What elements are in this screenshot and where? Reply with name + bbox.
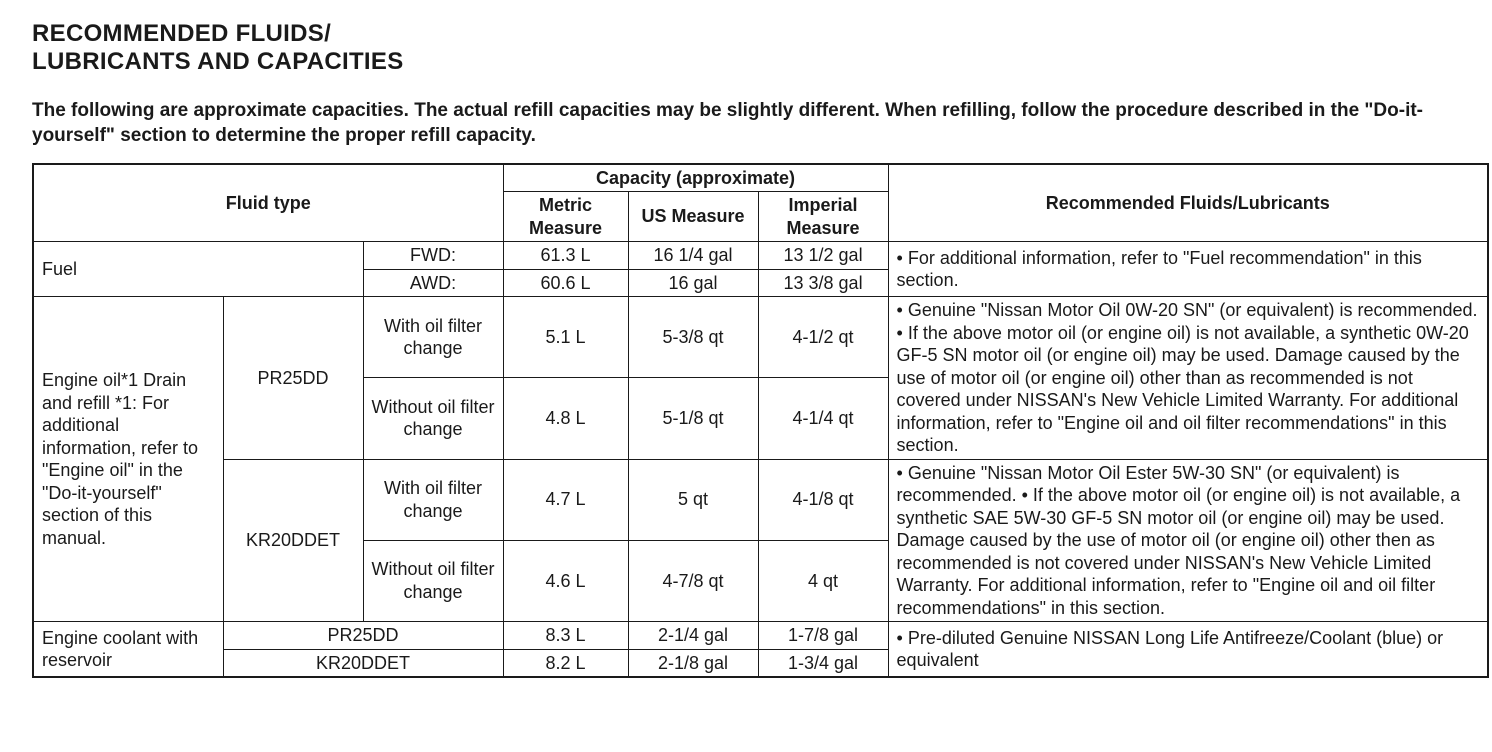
cell-oil-pr-without-label: Without oil filter change [363,378,503,459]
cell-fuel-label: Fuel [33,242,363,297]
cell-coolant-kr-imperial: 1-3/4 gal [758,649,888,677]
col-capacity: Capacity (approximate) [503,164,888,192]
header-row-1: Fluid type Capacity (approximate) Recomm… [33,164,1488,192]
cell-oil-pr-without-imperial: 4-1/4 qt [758,378,888,459]
cell-oil-kr-with-imperial: 4-1/8 qt [758,459,888,540]
cell-coolant-rec: • Pre-diluted Genuine NISSAN Long Life A… [888,622,1488,678]
cell-fuel-awd-us: 16 gal [628,269,758,297]
row-fuel-fwd: Fuel FWD: 61.3 L 16 1/4 gal 13 1/2 gal •… [33,242,1488,270]
cell-oil-kr-with-metric: 4.7 L [503,459,628,540]
cell-oil-pr-with-metric: 5.1 L [503,297,628,378]
fluids-table: Fluid type Capacity (approximate) Recomm… [32,163,1489,679]
cell-oil-kr-with-us: 5 qt [628,459,758,540]
cell-coolant-pr-label: PR25DD [223,622,503,650]
cell-oil-kr-without-imperial: 4 qt [758,540,888,621]
cell-fuel-fwd-imperial: 13 1/2 gal [758,242,888,270]
cell-fuel-fwd-us: 16 1/4 gal [628,242,758,270]
cell-oil-pr-rec: • Genuine "Nissan Motor Oil 0W-20 SN" (o… [888,297,1488,460]
cell-oil-pr-without-metric: 4.8 L [503,378,628,459]
page: RECOMMENDED FLUIDS/ LUBRICANTS AND CAPAC… [16,0,1476,708]
heading-line-1: RECOMMENDED FLUIDS/ [32,20,331,47]
cell-oil-kr-without-label: Without oil filter change [363,540,503,621]
cell-oil-pr-without-us: 5-1/8 qt [628,378,758,459]
cell-oil-pr-with-imperial: 4-1/2 qt [758,297,888,378]
cell-fuel-awd-imperial: 13 3/8 gal [758,269,888,297]
cell-oil-pr-with-us: 5-3/8 qt [628,297,758,378]
cell-oil-kr-without-metric: 4.6 L [503,540,628,621]
heading: RECOMMENDED FLUIDS/ LUBRICANTS AND CAPAC… [32,20,1460,75]
heading-line-2: LUBRICANTS AND CAPACITIES [32,48,404,75]
cell-fuel-awd-label: AWD: [363,269,503,297]
cell-oil-pr-label: PR25DD [223,297,363,460]
cell-oil-label: Engine oil*1 Drain and refill *1: For ad… [33,297,223,622]
cell-fuel-fwd-metric: 61.3 L [503,242,628,270]
cell-coolant-kr-label: KR20DDET [223,649,503,677]
cell-coolant-pr-us: 2-1/4 gal [628,622,758,650]
col-metric: Metric Measure [503,192,628,242]
intro-paragraph: The following are approximate capacities… [32,99,1460,148]
cell-oil-pr-with-label: With oil filter change [363,297,503,378]
cell-coolant-pr-metric: 8.3 L [503,622,628,650]
row-oil-pr-with: Engine oil*1 Drain and refill *1: For ad… [33,297,1488,378]
col-fluid-type: Fluid type [33,164,503,242]
cell-fuel-rec: • For additional information, refer to "… [888,242,1488,297]
col-us: US Measure [628,192,758,242]
row-oil-kr-with: KR20DDET With oil filter change 4.7 L 5 … [33,459,1488,540]
cell-oil-kr-label: KR20DDET [223,459,363,622]
cell-fuel-awd-metric: 60.6 L [503,269,628,297]
cell-coolant-label: Engine coolant with reservoir [33,622,223,678]
col-imperial: Imperial Measure [758,192,888,242]
cell-fuel-fwd-label: FWD: [363,242,503,270]
row-coolant-pr: Engine coolant with reservoir PR25DD 8.3… [33,622,1488,650]
col-recommended: Recommended Fluids/Lubricants [888,164,1488,242]
cell-oil-kr-rec: • Genuine "Nissan Motor Oil Ester 5W-30 … [888,459,1488,622]
cell-coolant-pr-imperial: 1-7/8 gal [758,622,888,650]
cell-coolant-kr-us: 2-1/8 gal [628,649,758,677]
cell-oil-kr-with-label: With oil filter change [363,459,503,540]
cell-coolant-kr-metric: 8.2 L [503,649,628,677]
cell-oil-kr-without-us: 4-7/8 qt [628,540,758,621]
